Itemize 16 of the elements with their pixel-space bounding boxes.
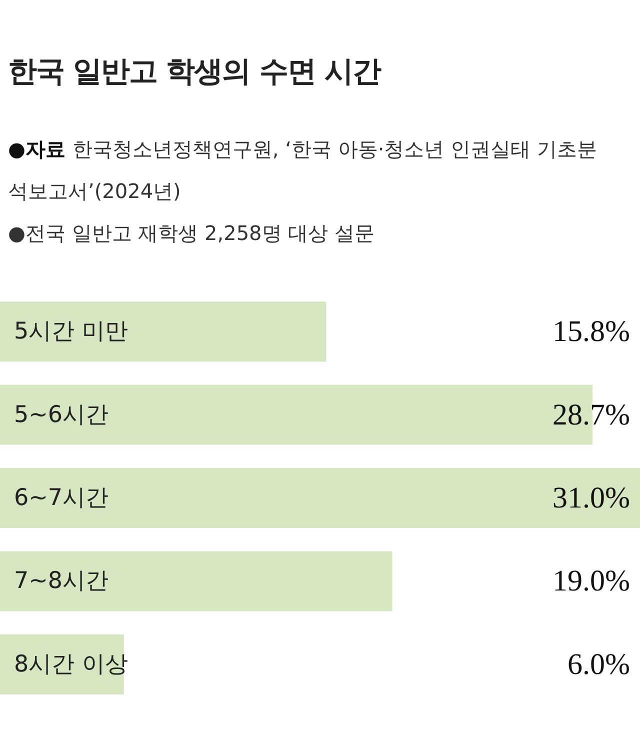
y-tick-label: 5~6시간 — [14, 402, 109, 428]
data-label: 19.0% — [552, 564, 630, 598]
y-tick-label: 7~8시간 — [14, 568, 109, 594]
data-label: 15.8% — [552, 315, 630, 348]
text: ●전국 일반고 재학생 2,258명 대상 설문 — [8, 220, 376, 247]
bar — [0, 302, 326, 362]
chart-title: 한국 일반고 학생의 수면 시간 — [8, 53, 380, 90]
data-label: 6.0% — [568, 648, 630, 681]
bar — [0, 551, 392, 612]
data-label: 31.0% — [552, 482, 630, 514]
text: ●자료 한국청소년정책연구원, ‘한국 아동·청소년 인권실태 기초분석보고서’(2024년) — [8, 136, 598, 205]
y-tick-label: 8시간 이상 — [14, 651, 128, 678]
y-tick-label: 5시간 미만 — [14, 318, 128, 345]
y-tick-label: 6~7시간 — [14, 485, 109, 511]
bar — [0, 468, 640, 528]
data-label: 28.7% — [552, 398, 630, 432]
